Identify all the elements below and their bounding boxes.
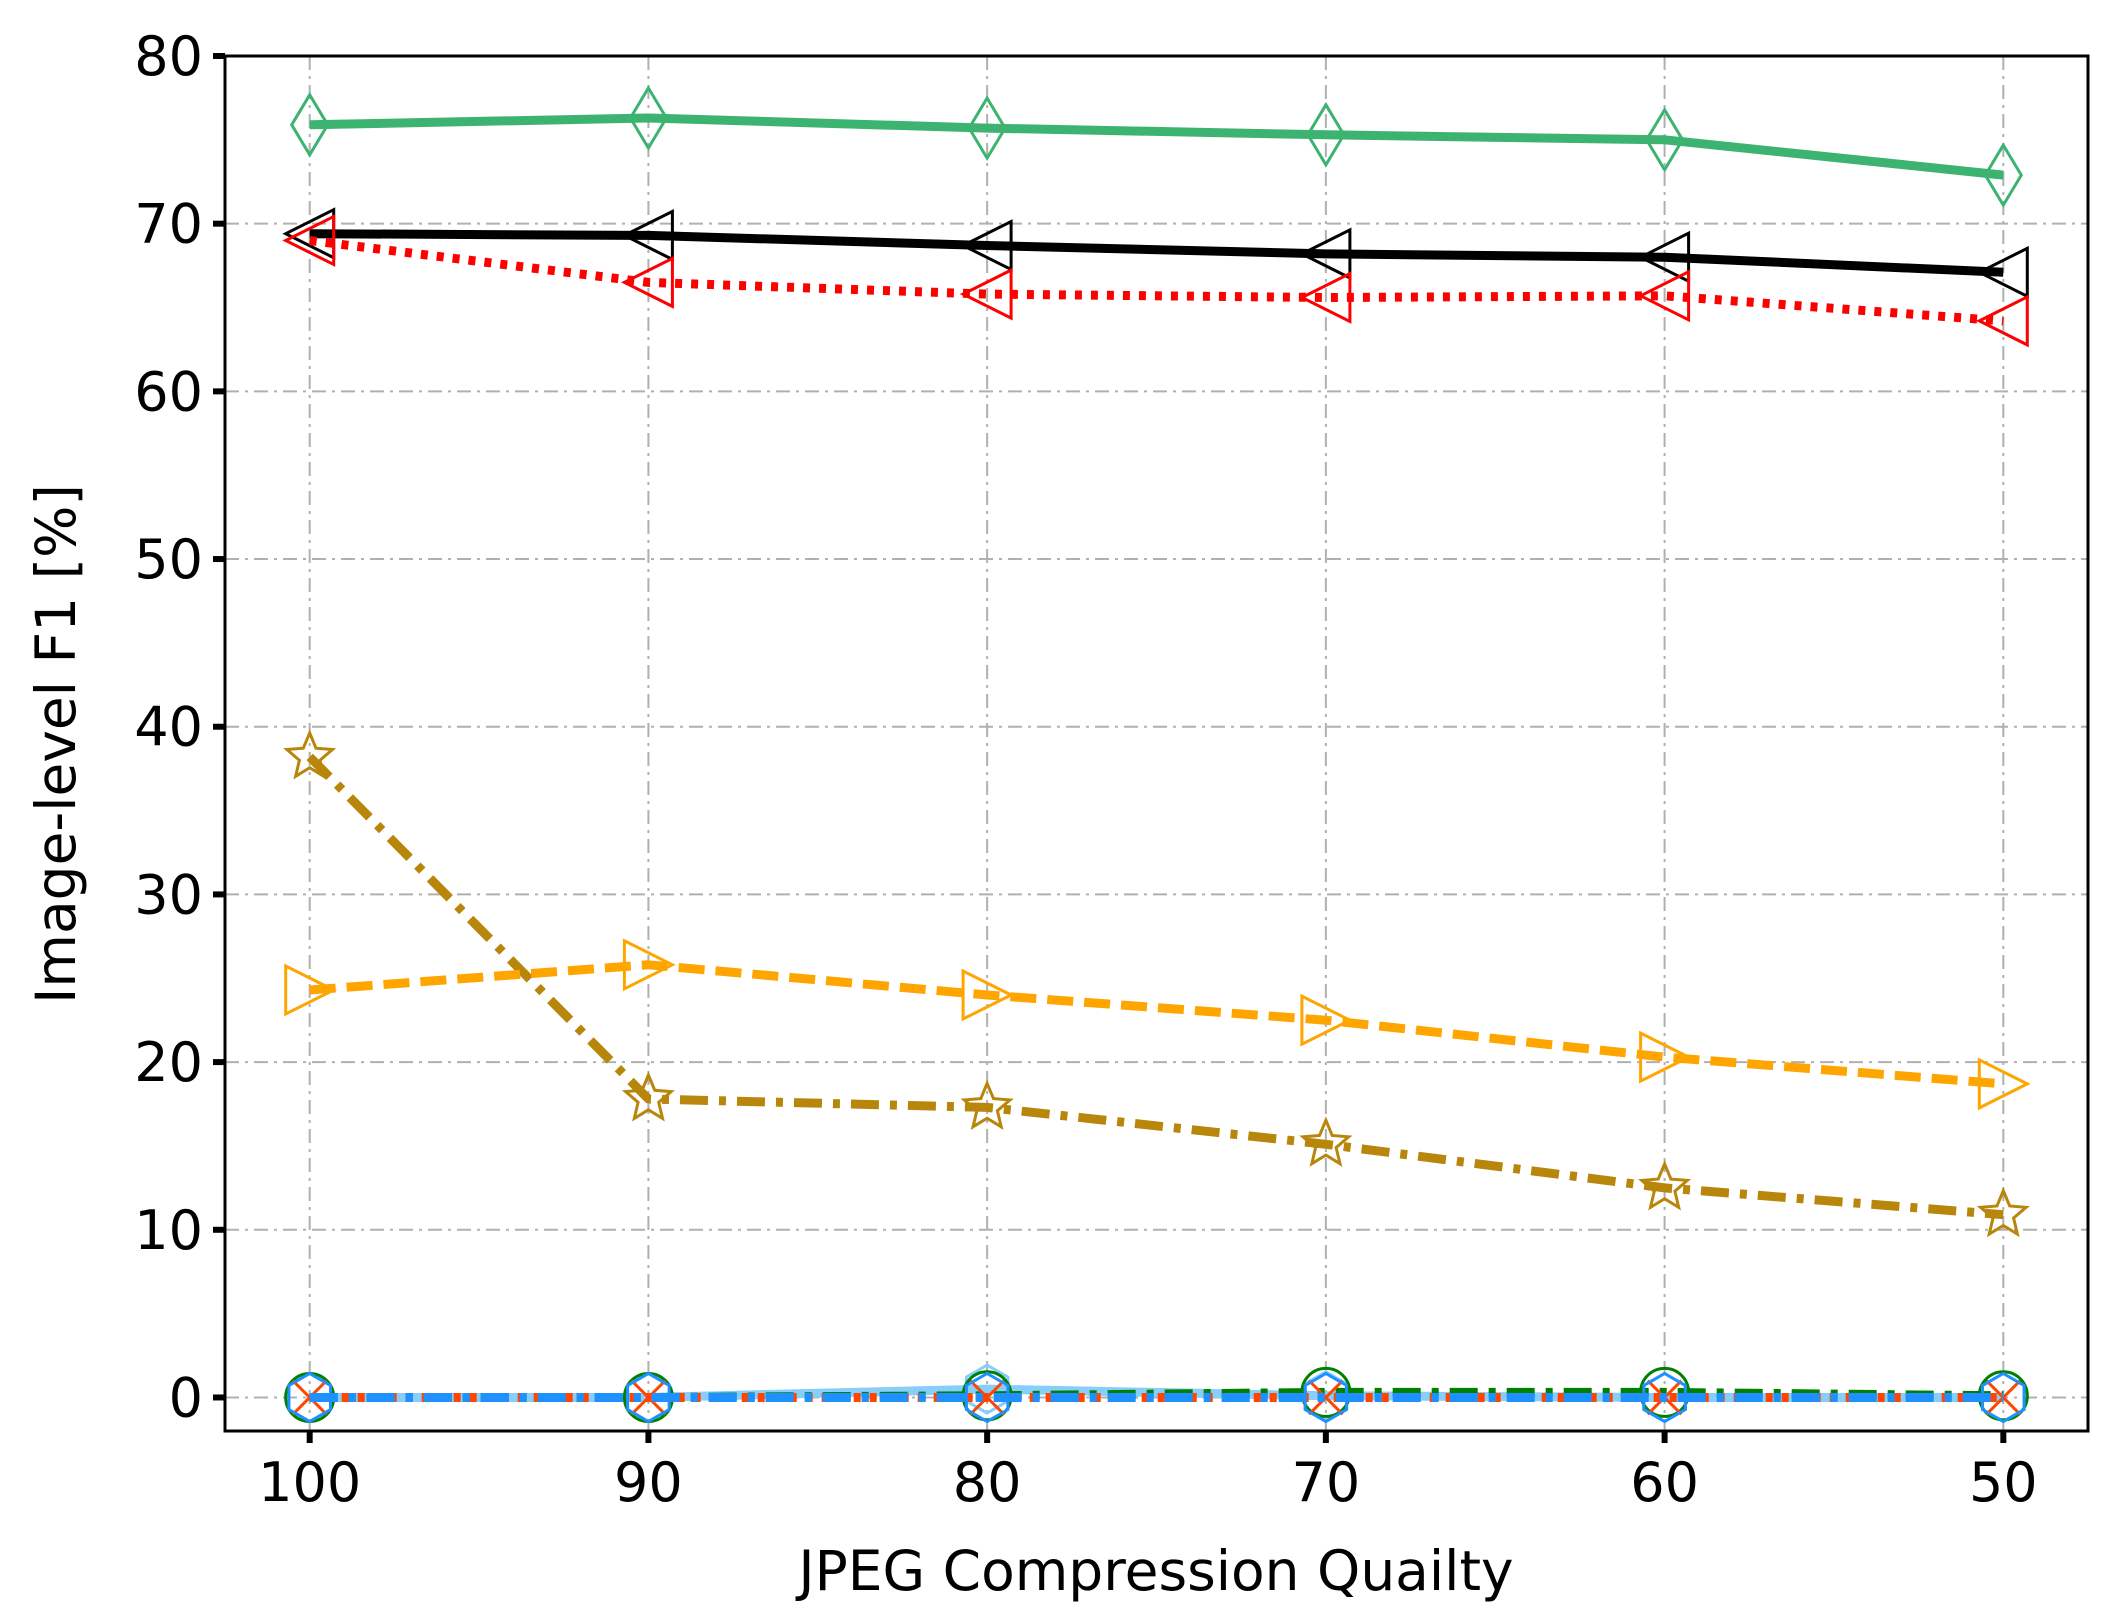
marker <box>1977 1057 2031 1111</box>
marker <box>284 963 338 1017</box>
marker <box>621 255 674 309</box>
marker <box>1977 1370 2029 1422</box>
marker <box>291 1379 328 1416</box>
marker <box>1638 1160 1692 1211</box>
marker <box>1637 269 1691 323</box>
y-tick-label: 80 <box>134 25 203 88</box>
y-axis-label: Image-level F1 [%] <box>24 484 88 1004</box>
x-tick-label: 50 <box>1969 1451 2038 1514</box>
series <box>284 938 2031 1111</box>
y-tick-label: 20 <box>134 1031 203 1094</box>
marker <box>630 1379 667 1416</box>
marker <box>959 219 1013 272</box>
marker <box>622 938 676 992</box>
y-tick-label: 0 <box>169 1366 203 1429</box>
series-line <box>309 1387 2004 1402</box>
marker <box>1981 1371 2026 1424</box>
x-tick-label: 90 <box>614 1451 683 1514</box>
y-tick-label: 30 <box>134 863 203 926</box>
marker <box>1639 1030 1692 1084</box>
x-tick-label: 70 <box>1292 1451 1361 1514</box>
series-line <box>309 113 2004 180</box>
marker <box>282 214 336 267</box>
marker <box>1642 1371 1687 1424</box>
y-tick-label: 70 <box>134 193 203 256</box>
y-tick-label: 10 <box>134 1199 203 1262</box>
x-tick-label: 80 <box>953 1451 1022 1514</box>
marker <box>964 1363 1010 1415</box>
marker <box>1976 1186 2030 1238</box>
series <box>287 1371 2026 1424</box>
plot-frame <box>223 54 2090 1433</box>
series-line <box>306 753 2004 1220</box>
marker <box>961 968 1015 1022</box>
marker <box>287 1371 332 1424</box>
x-tick-label: 60 <box>1630 1451 1699 1514</box>
marker <box>1303 1371 1349 1424</box>
marker <box>1983 142 2024 209</box>
marker <box>621 208 674 262</box>
marker <box>967 95 1007 162</box>
series <box>283 728 2030 1238</box>
series <box>289 85 2024 209</box>
y-tick-label: 50 <box>134 528 203 591</box>
marker <box>1300 993 1354 1047</box>
marker <box>960 1079 1014 1130</box>
series-line <box>309 229 2004 277</box>
marker <box>628 85 669 151</box>
marker <box>289 91 330 158</box>
x-axis-label: JPEG Compression Quailty <box>795 1539 1513 1603</box>
y-tick-label: 60 <box>134 360 203 423</box>
series <box>282 214 2029 348</box>
marker <box>964 1371 1010 1424</box>
marker <box>621 1071 675 1122</box>
series-line <box>309 236 2004 326</box>
marker <box>1298 227 1352 281</box>
marker <box>1306 101 1346 168</box>
marker <box>1307 1379 1344 1416</box>
marker <box>1299 1116 1353 1167</box>
marker <box>1985 1379 2022 1416</box>
marker <box>283 728 337 780</box>
marker <box>959 267 1013 321</box>
marker <box>969 1379 1006 1416</box>
marker <box>1298 271 1352 324</box>
series-line <box>309 960 2004 1089</box>
marker <box>1975 294 2029 348</box>
x-tick-label: 100 <box>258 1451 361 1514</box>
marker <box>1975 245 2029 299</box>
y-tick-label: 40 <box>134 696 203 759</box>
marker <box>1644 106 1685 173</box>
marker <box>626 1371 671 1424</box>
marker <box>1637 230 1691 284</box>
